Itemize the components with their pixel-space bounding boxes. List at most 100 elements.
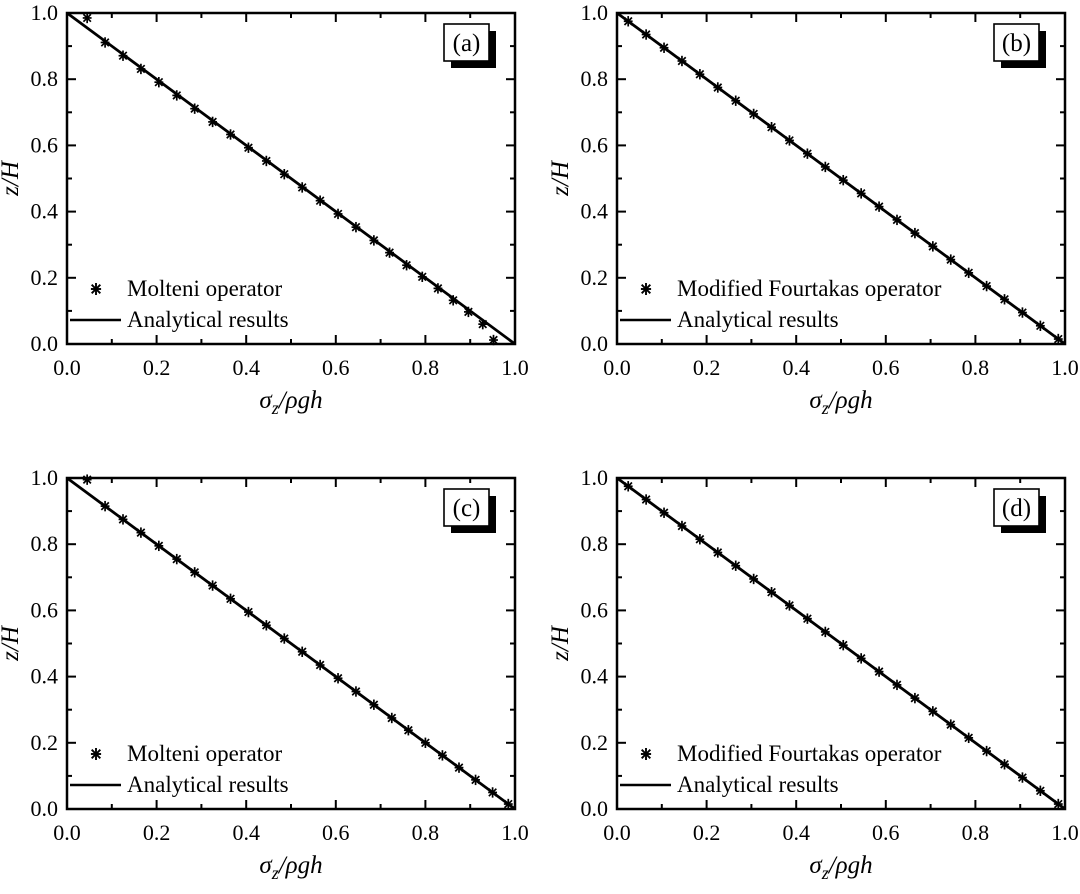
asterisk-marker bbox=[838, 174, 848, 186]
panel-tag: (c) bbox=[443, 488, 496, 533]
panel-c-chart: 0.0 0.2 0.4 0.6 0.8 1.0 0.0 0.2 0.4 0.6 0.8 1.0 Molt… bbox=[0, 465, 530, 889]
y-axis-label: z/H bbox=[0, 624, 24, 662]
asterisk-marker bbox=[190, 567, 200, 578]
scatter-markers bbox=[82, 12, 498, 346]
asterisk-marker bbox=[1053, 333, 1063, 345]
asterisk-marker bbox=[641, 494, 651, 505]
asterisk-marker bbox=[420, 737, 430, 748]
asterisk-marker bbox=[964, 267, 974, 279]
y-tick-label: 0.0 bbox=[31, 796, 59, 821]
y-tick-label: 0.8 bbox=[31, 66, 59, 91]
asterisk-marker bbox=[261, 155, 271, 167]
x-tick-label: 0.6 bbox=[872, 355, 900, 380]
x-tick-label: 0.0 bbox=[53, 820, 81, 845]
y-tick-label: 0.6 bbox=[581, 597, 609, 622]
asterisk-marker bbox=[641, 29, 651, 40]
asterisk-marker bbox=[1000, 294, 1009, 305]
legend-asterisk-symbol bbox=[640, 283, 652, 295]
asterisk-marker bbox=[910, 692, 920, 704]
asterisk-marker bbox=[623, 481, 633, 492]
legend-label-line: Analytical results bbox=[127, 772, 289, 797]
asterisk-marker bbox=[1035, 785, 1045, 796]
asterisk-marker bbox=[351, 686, 361, 697]
panel-tag: (b) bbox=[993, 23, 1046, 68]
asterisk-marker bbox=[448, 295, 458, 306]
asterisk-marker bbox=[785, 135, 794, 146]
asterisk-marker bbox=[82, 474, 92, 485]
x-tick-label: 0.4 bbox=[782, 355, 810, 380]
axis-ticks bbox=[66, 12, 516, 345]
asterisk-marker bbox=[489, 334, 498, 346]
y-tick-label: 1.0 bbox=[581, 0, 609, 25]
x-tick-label: 0.8 bbox=[962, 355, 990, 380]
x-tick-label: 1.0 bbox=[501, 820, 529, 845]
asterisk-marker bbox=[659, 42, 669, 53]
panel-tag-label: (a) bbox=[453, 30, 481, 57]
asterisk-marker bbox=[190, 103, 200, 114]
y-tick-label: 0.0 bbox=[581, 331, 609, 356]
y-tick-label: 1.0 bbox=[31, 465, 59, 490]
asterisk-marker bbox=[1018, 772, 1027, 783]
asterisk-marker bbox=[677, 55, 687, 67]
legend-asterisk-symbol bbox=[90, 283, 102, 295]
asterisk-marker bbox=[463, 306, 473, 318]
y-tick-label: 0.2 bbox=[31, 265, 59, 290]
asterisk-marker bbox=[297, 182, 307, 193]
x-axis-label: σz/ρgh bbox=[809, 852, 872, 883]
y-tick-label: 1.0 bbox=[581, 465, 609, 490]
legend-label-scatter: Molteni operator bbox=[127, 741, 283, 766]
scatter-markers bbox=[82, 474, 513, 810]
y-axis-label: z/H bbox=[550, 159, 574, 197]
asterisk-marker bbox=[695, 69, 705, 80]
x-tick-label: 0.6 bbox=[872, 820, 900, 845]
panel-tag: (a) bbox=[443, 23, 496, 68]
y-tick-label: 0.0 bbox=[581, 796, 609, 821]
asterisk-marker bbox=[208, 116, 218, 128]
x-tick-label: 0.8 bbox=[412, 820, 440, 845]
asterisk-marker bbox=[351, 221, 361, 233]
y-axis-label: z/H bbox=[0, 159, 24, 197]
legend: Modified Fourtakas operator Analytical re… bbox=[620, 276, 942, 332]
asterisk-marker bbox=[892, 679, 902, 691]
scatter-markers bbox=[623, 481, 1063, 810]
legend-label-scatter: Molteni operator bbox=[127, 276, 283, 301]
x-tick-label: 1.0 bbox=[501, 355, 529, 380]
legend-asterisk-symbol bbox=[640, 748, 652, 760]
legend: Molteni operator Analytical results bbox=[70, 741, 289, 797]
asterisk-marker bbox=[297, 646, 307, 657]
asterisk-marker bbox=[403, 725, 413, 736]
y-tick-label: 0.4 bbox=[31, 199, 59, 224]
asterisk-marker bbox=[315, 659, 325, 671]
x-tick-label: 0.6 bbox=[322, 355, 350, 380]
legend-asterisk-symbol bbox=[90, 748, 102, 760]
asterisk-marker bbox=[731, 95, 741, 106]
asterisk-marker bbox=[713, 82, 723, 93]
asterisk-marker bbox=[767, 586, 776, 598]
asterisk-marker bbox=[438, 750, 447, 761]
asterisk-marker bbox=[471, 774, 480, 786]
legend-label-line: Analytical results bbox=[127, 307, 289, 332]
axis-ticks bbox=[66, 477, 516, 810]
y-tick-label: 0.2 bbox=[581, 730, 609, 755]
x-tick-label: 1.0 bbox=[1051, 355, 1079, 380]
asterisk-marker bbox=[677, 520, 687, 532]
asterisk-marker bbox=[1035, 320, 1045, 331]
asterisk-marker bbox=[802, 613, 812, 624]
asterisk-marker bbox=[454, 762, 464, 773]
x-axis-label: σz/ρgh bbox=[809, 387, 872, 418]
asterisk-marker bbox=[244, 142, 253, 153]
asterisk-marker bbox=[385, 247, 394, 258]
panel-background bbox=[0, 465, 530, 889]
asterisk-marker bbox=[172, 553, 182, 565]
asterisk-marker bbox=[417, 271, 427, 283]
x-tick-label: 0.2 bbox=[143, 355, 171, 380]
asterisk-marker bbox=[802, 148, 812, 159]
x-axis-label: σz/ρgh bbox=[259, 852, 322, 883]
asterisk-marker bbox=[333, 208, 343, 220]
x-tick-label: 0.8 bbox=[962, 820, 990, 845]
x-tick-label: 0.2 bbox=[693, 355, 721, 380]
asterisk-marker bbox=[838, 639, 848, 651]
asterisk-marker bbox=[820, 626, 830, 638]
asterisk-marker bbox=[820, 161, 830, 173]
